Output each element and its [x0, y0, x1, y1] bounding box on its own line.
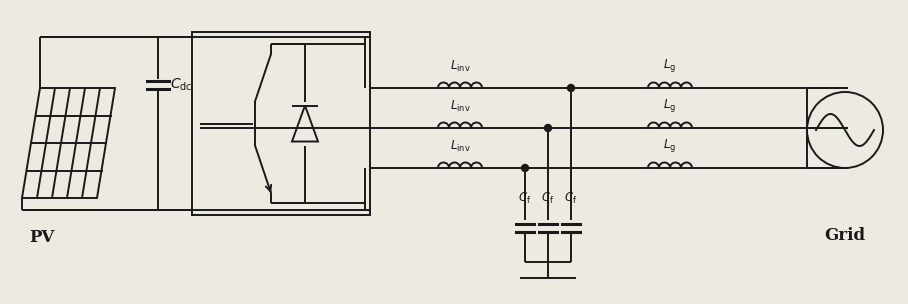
Circle shape	[545, 125, 551, 132]
Text: $C_{\rm f}$: $C_{\rm f}$	[518, 191, 532, 206]
Bar	[192, 32, 370, 215]
Text: $L_{\rm inv}$: $L_{\rm inv}$	[449, 59, 470, 74]
Text: $C_{\rm dc}$: $C_{\rm dc}$	[170, 77, 192, 93]
Text: $C_{\rm f}$: $C_{\rm f}$	[565, 191, 577, 206]
Text: $C_{\rm f}$: $C_{\rm f}$	[541, 191, 555, 206]
Circle shape	[568, 85, 575, 92]
Text: PV: PV	[29, 230, 54, 247]
Text: $L_{\rm g}$: $L_{\rm g}$	[664, 137, 676, 154]
Text: $L_{\rm g}$: $L_{\rm g}$	[664, 57, 676, 74]
Text: $L_{\rm inv}$: $L_{\rm inv}$	[449, 99, 470, 114]
Circle shape	[521, 164, 528, 171]
Text: $L_{\rm inv}$: $L_{\rm inv}$	[449, 139, 470, 154]
Text: Grid: Grid	[824, 226, 865, 244]
Text: $L_{\rm g}$: $L_{\rm g}$	[664, 97, 676, 114]
